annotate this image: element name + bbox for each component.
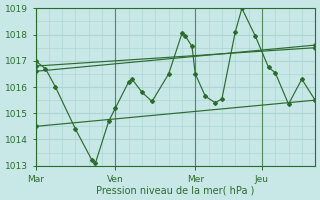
- X-axis label: Pression niveau de la mer( hPa ): Pression niveau de la mer( hPa ): [96, 185, 254, 195]
